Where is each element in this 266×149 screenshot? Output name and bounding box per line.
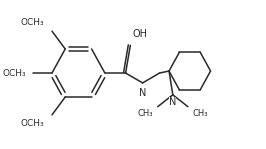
Text: N: N <box>139 88 146 98</box>
Text: OCH₃: OCH₃ <box>3 69 27 77</box>
Text: CH₃: CH₃ <box>138 109 153 118</box>
Text: OCH₃: OCH₃ <box>21 18 44 27</box>
Text: OH: OH <box>132 29 147 39</box>
Text: CH₃: CH₃ <box>193 109 208 118</box>
Text: OCH₃: OCH₃ <box>21 119 44 128</box>
Text: N: N <box>169 97 177 107</box>
